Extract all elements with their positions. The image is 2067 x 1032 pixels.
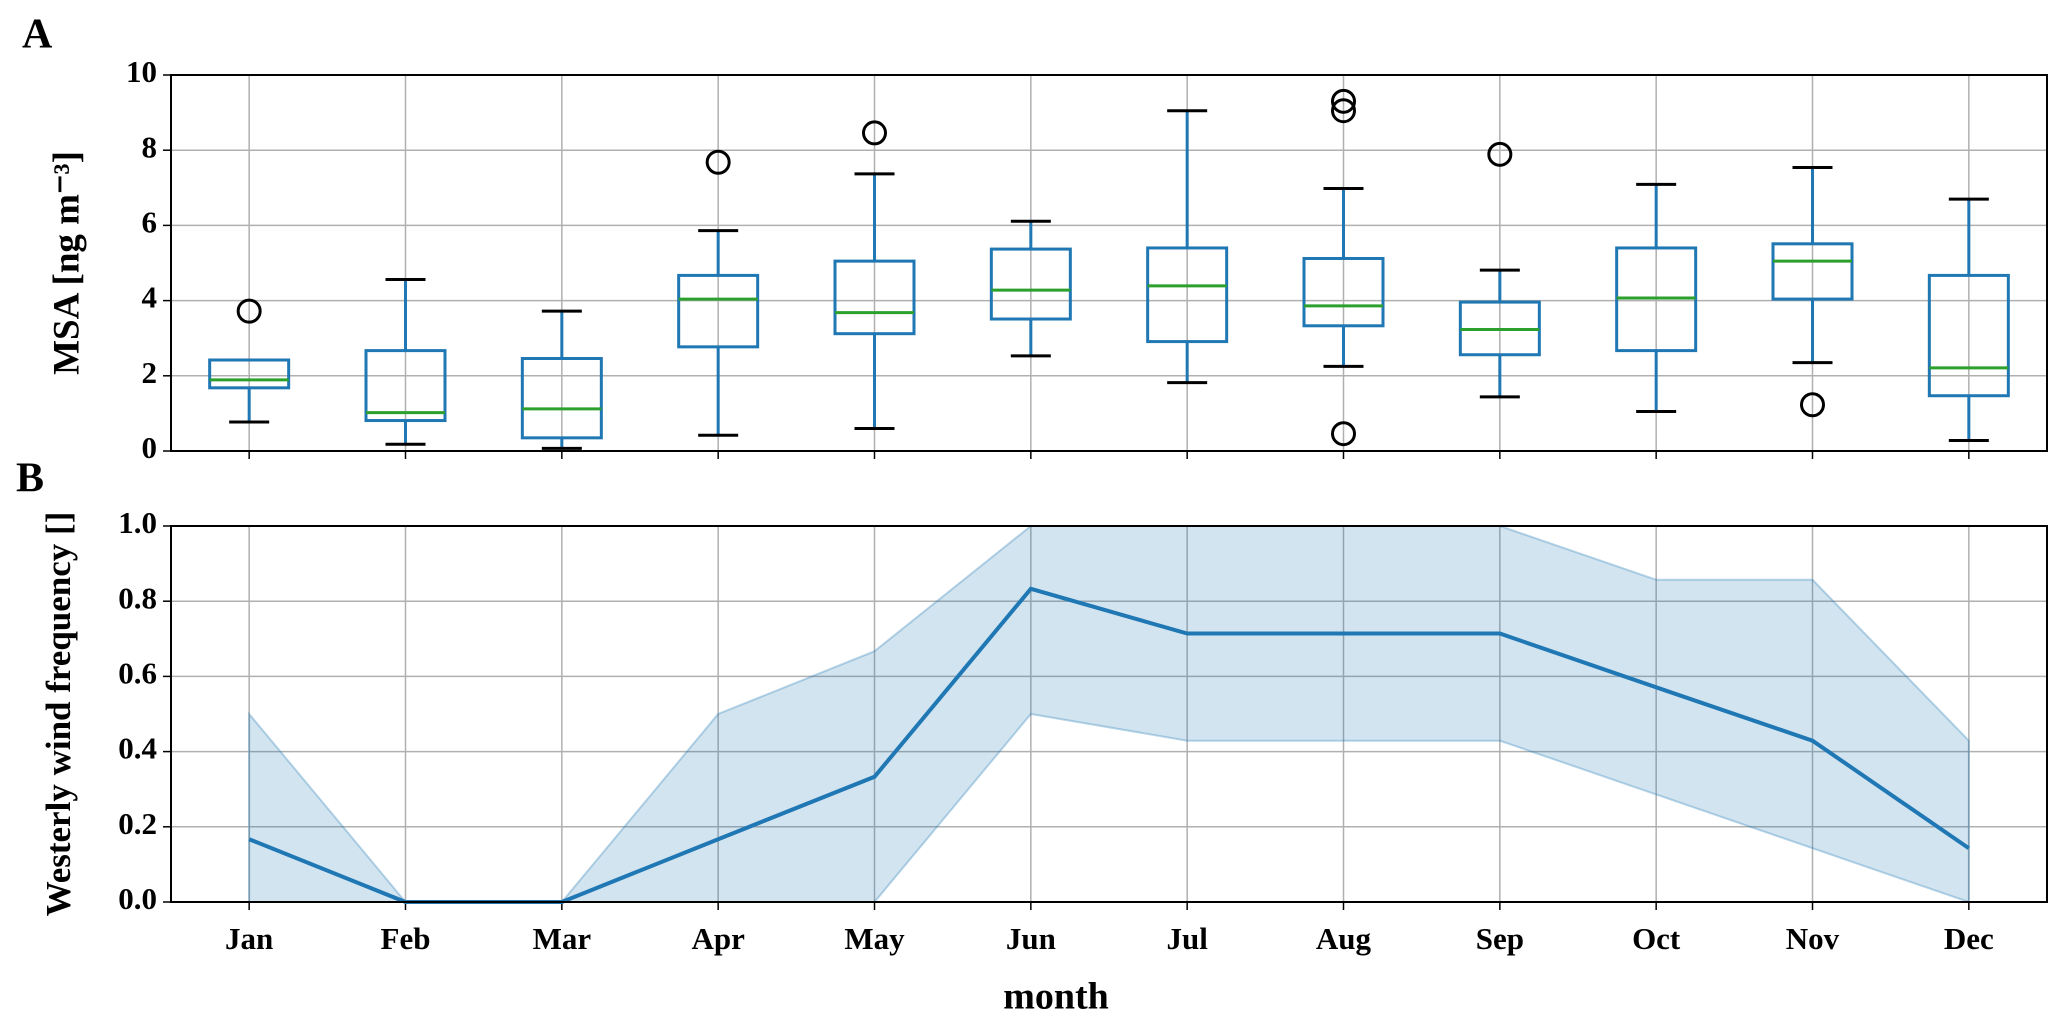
panel-label: A	[22, 12, 53, 58]
x-tick-label: Dec	[1944, 921, 1994, 956]
y-tick-label: 0.4	[118, 731, 157, 766]
outlier	[862, 120, 887, 146]
y-tick-label: 0	[142, 430, 158, 465]
x-tick-label: Nov	[1786, 921, 1840, 956]
box	[833, 259, 916, 336]
box	[208, 358, 291, 390]
x-tick-label: Feb	[381, 921, 431, 956]
x-tick-label: Apr	[691, 921, 745, 956]
box	[1302, 256, 1385, 328]
x-tick-label: Jan	[225, 921, 273, 956]
x-tick-label: May	[844, 921, 905, 956]
band	[248, 525, 1970, 904]
outlier	[1331, 421, 1356, 447]
outlier	[1487, 141, 1513, 167]
x-tick-label: Sep	[1476, 921, 1524, 956]
x-tick-label: Aug	[1316, 921, 1372, 956]
x-tick-label: Jun	[1006, 921, 1056, 956]
y-tick-label: 8	[142, 129, 158, 164]
y-tick-label: 2	[142, 355, 158, 390]
y-tick-label: 0.8	[118, 580, 157, 615]
box	[520, 357, 603, 440]
x-tick-label: Oct	[1632, 921, 1681, 956]
y-tick-label: 1.0	[118, 505, 157, 540]
axes-frame	[170, 74, 2048, 452]
y-tick-label: 6	[142, 205, 158, 240]
y-axis-label: MSA [ng m⁻³]	[46, 151, 87, 375]
y-tick-label: 0.0	[118, 881, 157, 916]
box	[1771, 242, 1854, 301]
y-tick-label: 0.2	[118, 806, 157, 841]
y-tick-label: 0.6	[118, 656, 157, 691]
box	[989, 247, 1072, 321]
x-axis-label: month	[1003, 976, 1109, 1018]
box	[677, 273, 760, 349]
outlier	[1800, 392, 1825, 418]
y-tick-label: 4	[142, 280, 158, 315]
y-axis-label: Westerly wind frequency []	[39, 512, 78, 917]
box	[1927, 273, 2010, 398]
y-tick-label: 10	[126, 54, 157, 89]
outlier	[1331, 98, 1356, 124]
box	[1146, 246, 1229, 344]
outlier	[236, 298, 262, 324]
x-tick-label: Mar	[533, 921, 592, 956]
outlier	[705, 149, 731, 175]
x-tick-label: Jul	[1166, 921, 1208, 956]
box	[364, 349, 447, 423]
outlier	[1331, 88, 1356, 114]
panel-label: B	[16, 456, 44, 502]
axes-frame	[170, 525, 2048, 903]
